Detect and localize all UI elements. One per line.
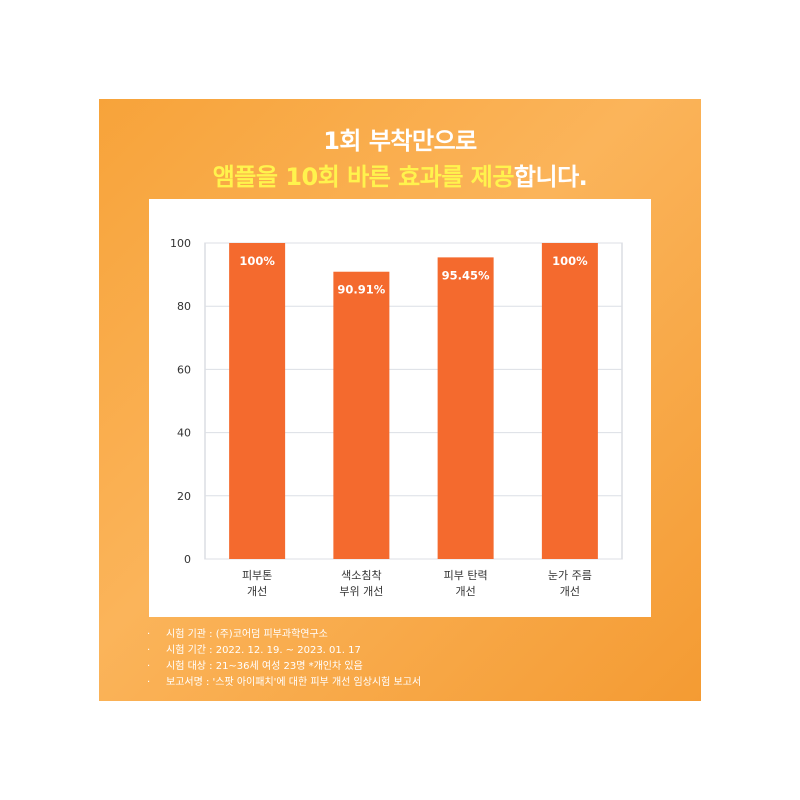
bar xyxy=(333,271,390,559)
x-tick-label: 개선 xyxy=(560,585,580,598)
headline-rest: 합니다. xyxy=(513,163,588,191)
bar-data-label: 100% xyxy=(239,254,275,268)
headline-highlight: 앰플을 10회 바른 효과를 제공 xyxy=(212,163,515,191)
bar-data-label: 100% xyxy=(552,254,588,268)
x-tick-label: 개선 xyxy=(247,585,267,598)
y-tick-label: 100 xyxy=(170,237,191,250)
x-tick-label: 피부톤 xyxy=(242,569,272,582)
bar-data-label: 90.91% xyxy=(337,283,385,297)
y-tick-label: 40 xyxy=(177,427,191,440)
bar xyxy=(437,257,494,559)
test-notes: 시험 기관 : (주)코어덤 피부과학연구소 시험 기간 : 2022. 12.… xyxy=(147,627,667,691)
x-tick-label: 색소침착 xyxy=(341,569,381,582)
x-tick-label: 피부 탄력 xyxy=(444,569,488,582)
headline-line2: 앰플을 10회 바른 효과를 제공합니다. xyxy=(99,157,701,192)
bar xyxy=(229,243,286,559)
x-tick-label: 개선 xyxy=(456,585,476,598)
promo-card: 1회 부착만으로 앰플을 10회 바른 효과를 제공합니다. 0 20 40 60 80… xyxy=(99,99,701,701)
note-institution: 시험 기관 : (주)코어덤 피부과학연구소 xyxy=(147,627,667,643)
y-tick-label: 60 xyxy=(177,363,191,376)
note-period: 시험 기간 : 2022. 12. 19. ~ 2023. 01. 17 xyxy=(147,643,667,659)
y-tick-label: 20 xyxy=(177,490,191,503)
y-tick-label: 80 xyxy=(177,300,191,313)
y-tick-label: 0 xyxy=(184,553,191,566)
note-report: 보고서명 : '스팟 아이패치'에 대한 피부 개선 임상시험 보고서 xyxy=(147,675,667,691)
note-subjects: 시험 대상 : 21~36세 여성 23명 *개인차 있음 xyxy=(147,659,667,675)
headline-line1: 1회 부착만으로 xyxy=(323,127,477,155)
bar xyxy=(541,243,598,559)
x-tick-label: 부위 개선 xyxy=(339,585,383,598)
bar-data-label: 95.45% xyxy=(442,268,490,282)
x-tick-label: 눈가 주름 xyxy=(548,569,592,582)
